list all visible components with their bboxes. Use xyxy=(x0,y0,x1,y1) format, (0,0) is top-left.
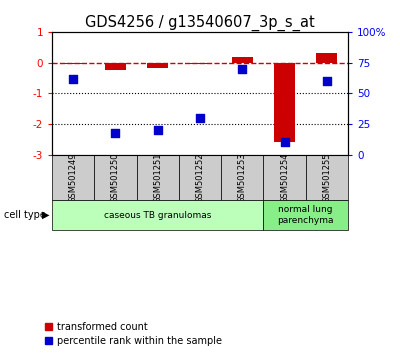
Bar xyxy=(306,155,348,200)
Point xyxy=(112,130,119,135)
Title: GDS4256 / g13540607_3p_s_at: GDS4256 / g13540607_3p_s_at xyxy=(85,14,315,30)
Text: GSM501252: GSM501252 xyxy=(196,152,204,203)
Text: GSM501253: GSM501253 xyxy=(238,152,247,203)
Text: normal lung
parenchyma: normal lung parenchyma xyxy=(278,205,334,225)
Bar xyxy=(147,63,168,68)
Bar xyxy=(52,155,94,200)
Text: GSM501255: GSM501255 xyxy=(322,152,331,203)
Text: caseous TB granulomas: caseous TB granulomas xyxy=(104,211,212,220)
Bar xyxy=(136,155,179,200)
Bar xyxy=(190,63,210,64)
Bar xyxy=(179,155,221,200)
Bar xyxy=(316,53,338,63)
Text: ▶: ▶ xyxy=(42,210,50,220)
Bar xyxy=(52,200,264,230)
Point xyxy=(281,139,288,145)
Legend: transformed count, percentile rank within the sample: transformed count, percentile rank withi… xyxy=(45,322,222,346)
Bar xyxy=(264,200,348,230)
Bar xyxy=(264,155,306,200)
Text: cell type: cell type xyxy=(4,210,46,220)
Text: GSM501250: GSM501250 xyxy=(111,152,120,203)
Bar xyxy=(221,155,264,200)
Bar xyxy=(105,63,126,70)
Point xyxy=(154,127,161,133)
Point xyxy=(239,66,246,72)
Bar xyxy=(94,155,136,200)
Point xyxy=(324,78,330,84)
Text: GSM501254: GSM501254 xyxy=(280,152,289,203)
Text: GSM501249: GSM501249 xyxy=(69,152,78,203)
Bar xyxy=(62,63,84,64)
Bar xyxy=(274,63,295,142)
Bar xyxy=(232,57,253,63)
Text: GSM501251: GSM501251 xyxy=(153,152,162,203)
Point xyxy=(197,115,203,121)
Point xyxy=(70,76,76,81)
